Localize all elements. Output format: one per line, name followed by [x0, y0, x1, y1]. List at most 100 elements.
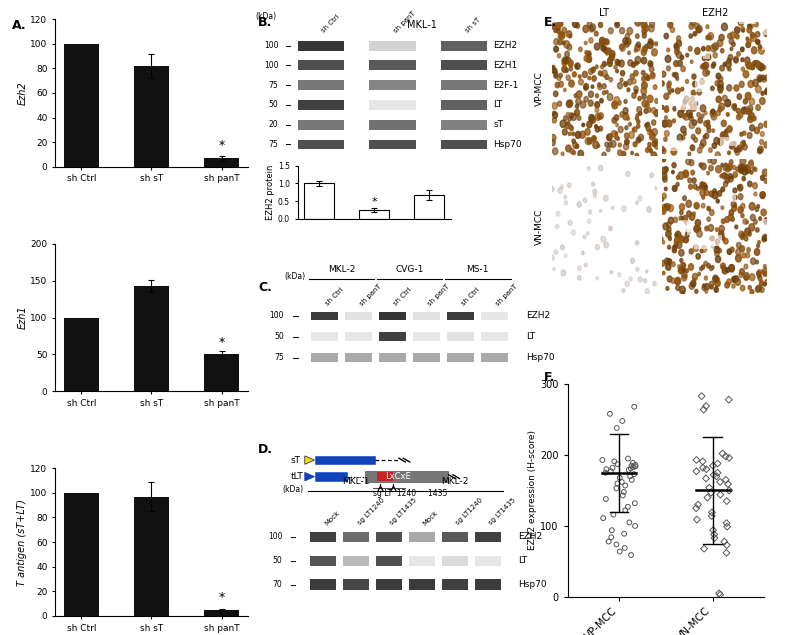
Circle shape [692, 178, 696, 184]
Point [629, 498, 641, 509]
Circle shape [722, 95, 727, 102]
Circle shape [732, 276, 737, 283]
Circle shape [763, 283, 767, 286]
Circle shape [745, 62, 748, 66]
Circle shape [600, 37, 604, 44]
Bar [441, 120, 489, 130]
Circle shape [696, 89, 701, 95]
Circle shape [633, 127, 637, 132]
Point [597, 513, 609, 523]
Circle shape [708, 159, 711, 163]
Circle shape [568, 220, 572, 225]
Bar [694, 241, 714, 249]
Circle shape [686, 109, 693, 117]
Circle shape [726, 136, 729, 140]
Circle shape [721, 206, 724, 210]
Circle shape [567, 121, 570, 125]
Circle shape [627, 51, 630, 55]
Circle shape [714, 287, 719, 292]
Circle shape [735, 278, 741, 285]
Text: EZH2: EZH2 [702, 8, 729, 18]
Circle shape [729, 177, 733, 182]
Circle shape [684, 237, 689, 243]
Circle shape [661, 207, 664, 210]
Text: 100: 100 [268, 532, 283, 541]
Circle shape [712, 143, 716, 149]
Circle shape [763, 66, 766, 69]
Circle shape [638, 277, 642, 282]
Text: *: * [219, 335, 225, 349]
Circle shape [761, 270, 764, 274]
Circle shape [589, 53, 591, 57]
Circle shape [749, 160, 753, 165]
Circle shape [741, 47, 744, 51]
Bar [377, 472, 394, 481]
Circle shape [704, 133, 708, 139]
Circle shape [749, 23, 753, 29]
Circle shape [762, 237, 766, 242]
Circle shape [563, 195, 567, 199]
Circle shape [605, 51, 609, 55]
Circle shape [715, 239, 719, 244]
Circle shape [704, 190, 709, 196]
Circle shape [635, 57, 641, 64]
Circle shape [664, 107, 669, 112]
Circle shape [737, 94, 741, 100]
Circle shape [637, 124, 640, 128]
Circle shape [595, 127, 600, 132]
Circle shape [741, 141, 745, 147]
Circle shape [726, 84, 732, 91]
Circle shape [722, 267, 727, 274]
Circle shape [572, 20, 578, 27]
Bar [447, 353, 475, 362]
Circle shape [758, 44, 762, 49]
Circle shape [715, 81, 719, 86]
Point [695, 391, 708, 401]
Circle shape [572, 139, 575, 144]
Circle shape [752, 116, 756, 121]
Circle shape [591, 67, 595, 72]
Circle shape [598, 165, 603, 171]
Bar [482, 353, 508, 362]
Circle shape [672, 163, 676, 168]
Bar [762, 40, 781, 50]
Circle shape [763, 169, 768, 177]
Circle shape [748, 24, 752, 29]
Circle shape [745, 57, 750, 64]
Circle shape [677, 36, 681, 41]
Circle shape [615, 135, 619, 140]
Circle shape [689, 249, 693, 254]
Circle shape [763, 30, 769, 36]
Circle shape [636, 137, 641, 143]
Circle shape [672, 73, 675, 77]
Circle shape [738, 164, 743, 170]
Circle shape [751, 34, 756, 41]
Circle shape [600, 98, 603, 103]
Circle shape [652, 140, 657, 147]
Circle shape [764, 220, 767, 224]
Y-axis label: EZH2 protein: EZH2 protein [266, 164, 275, 220]
Circle shape [764, 142, 769, 148]
Circle shape [564, 201, 567, 205]
Circle shape [552, 25, 555, 28]
Circle shape [720, 263, 726, 269]
Circle shape [591, 85, 594, 88]
Circle shape [632, 128, 635, 131]
Circle shape [745, 164, 748, 170]
Circle shape [765, 279, 769, 284]
Circle shape [641, 22, 647, 29]
Circle shape [645, 102, 648, 106]
Circle shape [646, 125, 651, 131]
Circle shape [674, 45, 679, 51]
Circle shape [619, 126, 623, 133]
Circle shape [682, 136, 685, 140]
Circle shape [695, 220, 700, 226]
Circle shape [682, 274, 687, 281]
Circle shape [683, 100, 687, 104]
Circle shape [623, 81, 627, 86]
Text: LT: LT [527, 332, 535, 341]
Circle shape [685, 233, 689, 238]
Bar [297, 41, 344, 51]
Point [623, 465, 635, 475]
Circle shape [715, 228, 719, 231]
